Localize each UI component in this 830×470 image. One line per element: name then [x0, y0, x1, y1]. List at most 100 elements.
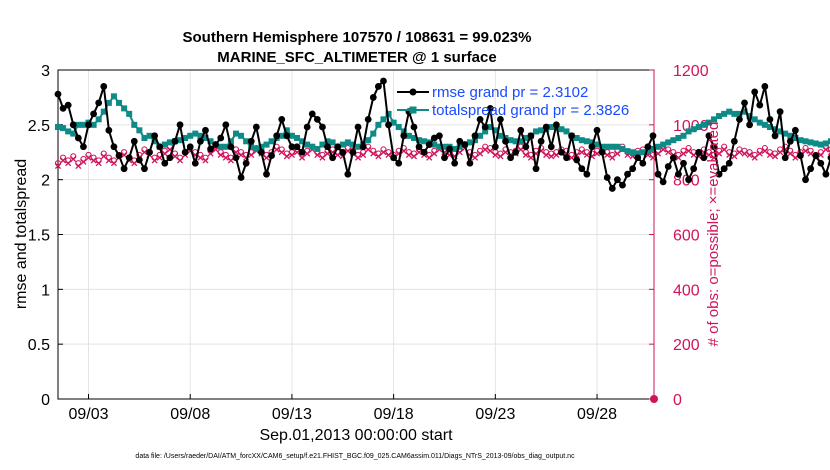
series-3-point-38	[248, 151, 255, 159]
series-0-point-123	[680, 159, 687, 167]
series-3-point-0	[54, 162, 62, 170]
series-0-point-50	[308, 110, 316, 118]
series-0-point-62	[369, 94, 377, 101]
series-3-point-2	[65, 160, 72, 167]
series-0-point-129	[710, 143, 718, 151]
series-1-point-41	[263, 141, 270, 148]
series-1-point-13	[121, 105, 128, 112]
series-3-point-24	[176, 157, 184, 164]
series-3-point-136	[746, 151, 753, 159]
series-1-point-104	[583, 138, 590, 145]
series-1-point-91	[517, 138, 524, 145]
series-0-point-10	[105, 126, 113, 134]
series-1-point-140	[766, 124, 773, 131]
series-1-point-59	[355, 143, 362, 150]
series-0-point-40	[258, 148, 265, 156]
series-1-point-44	[278, 132, 285, 139]
series-0-point-6	[85, 121, 92, 129]
series-0-point-117	[649, 132, 657, 140]
series-1-point-99	[558, 126, 565, 133]
series-3-point-61	[365, 146, 372, 153]
series-0-point-152	[827, 154, 830, 161]
series-1-point-141	[772, 126, 779, 133]
series-1-point-36	[238, 132, 245, 139]
series-2-point-152	[827, 146, 830, 153]
series-1-point-29	[202, 134, 209, 141]
legend[interactable]: rmse grand pr = 2.3102 totalspread grand…	[397, 84, 629, 119]
series-0-point-23	[171, 137, 179, 145]
series-0-point-43	[273, 132, 281, 140]
series-3-point-71	[415, 149, 423, 156]
series-1-point-74	[431, 141, 438, 148]
series-3-point-137	[751, 154, 758, 161]
series-1-point-107	[599, 143, 606, 150]
series-1-point-27	[192, 130, 199, 137]
series-1-point-15	[131, 121, 138, 128]
series-0-point-106	[593, 126, 601, 134]
series-0-point-147	[802, 176, 809, 184]
series-0-point-14	[125, 154, 133, 162]
series-3-point-134	[736, 149, 743, 156]
series-0-point-13	[120, 165, 128, 173]
series-3-point-131	[721, 146, 728, 153]
series-1-point-117	[649, 145, 656, 152]
series-0-point-86	[491, 143, 499, 151]
y-tick-label-3: 1.5	[28, 228, 50, 245]
series-0-point-113	[629, 165, 637, 173]
series-1-point-92	[522, 134, 529, 141]
series-0-point-145	[791, 126, 799, 134]
series-0-point-16	[135, 156, 143, 164]
series-1-point-38	[248, 143, 255, 150]
series-3-point-51	[314, 151, 321, 159]
series-3-point-142	[777, 149, 784, 156]
series-0-point-148	[807, 165, 815, 173]
series-3-point-85	[487, 147, 494, 154]
series-0-point-126	[695, 148, 703, 156]
series-0-point-76	[441, 154, 448, 162]
series-1-point-28	[197, 132, 204, 139]
series-0-point-83	[476, 115, 484, 123]
series-3-point-6	[85, 154, 92, 161]
series-0-point-151	[822, 170, 830, 178]
series-3-point-47	[293, 149, 301, 156]
series-0-point-24	[176, 121, 184, 129]
series-3-point-17	[141, 149, 148, 156]
series-1-point-95	[538, 127, 545, 134]
series-0-point-99	[558, 148, 565, 156]
series-3-point-7	[90, 157, 97, 164]
series-1-point-50	[309, 143, 316, 150]
series-0-point-97	[547, 143, 555, 151]
series-1-point-34	[227, 138, 234, 145]
series-0-point-77	[446, 145, 453, 153]
series-0-point-45	[283, 132, 291, 140]
series-0-point-42	[268, 152, 275, 159]
series-1-point-47	[294, 134, 301, 141]
series-3-point-36	[238, 151, 245, 159]
series-3-point-91	[517, 146, 524, 153]
series-1-point-135	[741, 108, 748, 115]
series-1-point-26	[187, 132, 194, 139]
series-1-point-84	[482, 128, 489, 135]
series-0-point-141	[771, 132, 779, 140]
series-1-point-64	[380, 116, 387, 123]
series-1-point-105	[588, 139, 595, 146]
series-0-point-56	[339, 148, 347, 156]
series-0-point-30	[207, 145, 214, 153]
series-0-point-103	[578, 165, 586, 173]
series-0-point-136	[746, 121, 754, 129]
series-1-point-112	[624, 148, 631, 155]
series-1-point-1	[60, 125, 67, 132]
series-1-point-118	[655, 143, 662, 150]
series-3-point-123	[680, 150, 687, 157]
data-file-footnote: data file: /Users/raeder/DAI/ATM_forcXX/…	[135, 453, 575, 460]
series-3-point-104	[583, 151, 590, 159]
y-tick-label-5: 2.5	[28, 118, 50, 135]
series-1-point-16	[136, 127, 143, 134]
series-0-point-54	[329, 154, 337, 162]
series-1-point-22	[166, 139, 173, 146]
series-3-point-152	[827, 149, 830, 156]
series-1-point-133	[731, 110, 738, 117]
series-0-point-150	[817, 159, 825, 167]
series-3-point-128	[705, 151, 712, 159]
series-0-point-29	[202, 126, 209, 134]
